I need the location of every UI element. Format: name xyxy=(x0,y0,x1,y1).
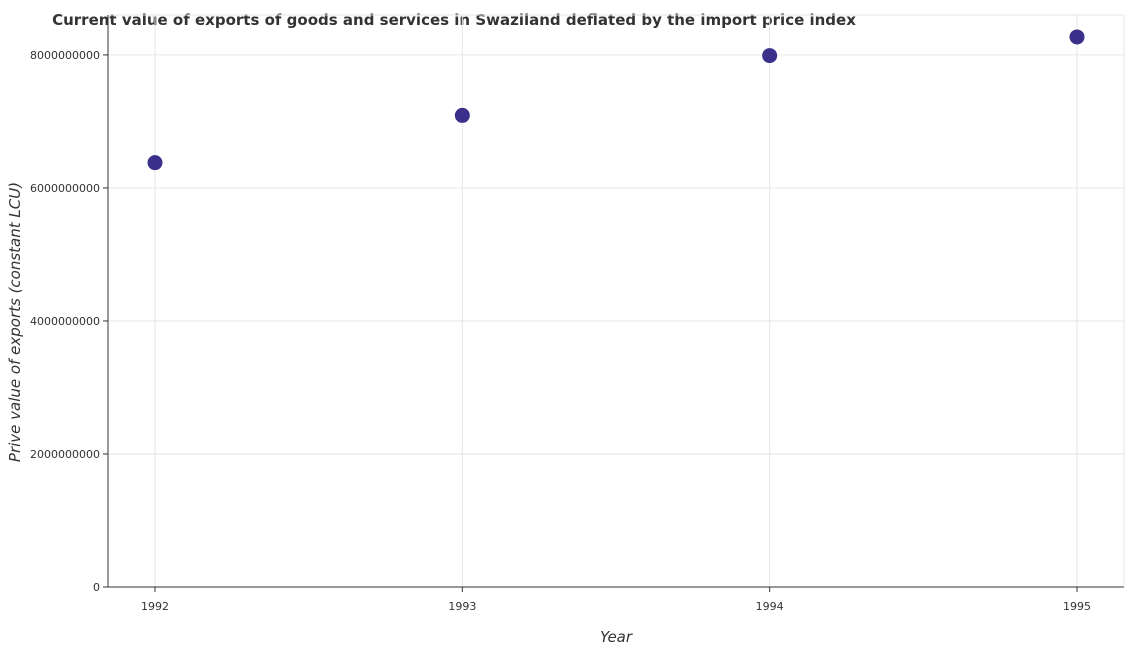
y-tick-label: 4000000000 xyxy=(30,315,100,328)
x-tick-label: 1994 xyxy=(756,600,784,613)
x-tick-label: 1993 xyxy=(448,600,476,613)
x-tick-label: 1995 xyxy=(1063,600,1091,613)
x-tick-label: 1992 xyxy=(141,600,169,613)
y-axis-label: Prive value of exports (constant LCU) xyxy=(6,182,24,462)
y-tick-label: 6000000000 xyxy=(30,182,100,195)
chart-title: Current value of exports of goods and se… xyxy=(52,11,856,29)
y-tick-label: 0 xyxy=(93,581,100,594)
data-point xyxy=(1069,29,1085,45)
tick-labels: 0 2000000000 4000000000 6000000000 800000000… xyxy=(30,49,1091,613)
y-tick-label: 2000000000 xyxy=(30,448,100,461)
y-tick-label: 8000000000 xyxy=(30,49,100,62)
grid-lines xyxy=(108,14,1125,588)
x-axis-label: Year xyxy=(600,628,633,646)
axes xyxy=(103,15,1124,592)
data-point xyxy=(762,48,778,64)
data-points xyxy=(147,29,1085,171)
data-point xyxy=(454,107,470,123)
data-point xyxy=(147,155,163,171)
